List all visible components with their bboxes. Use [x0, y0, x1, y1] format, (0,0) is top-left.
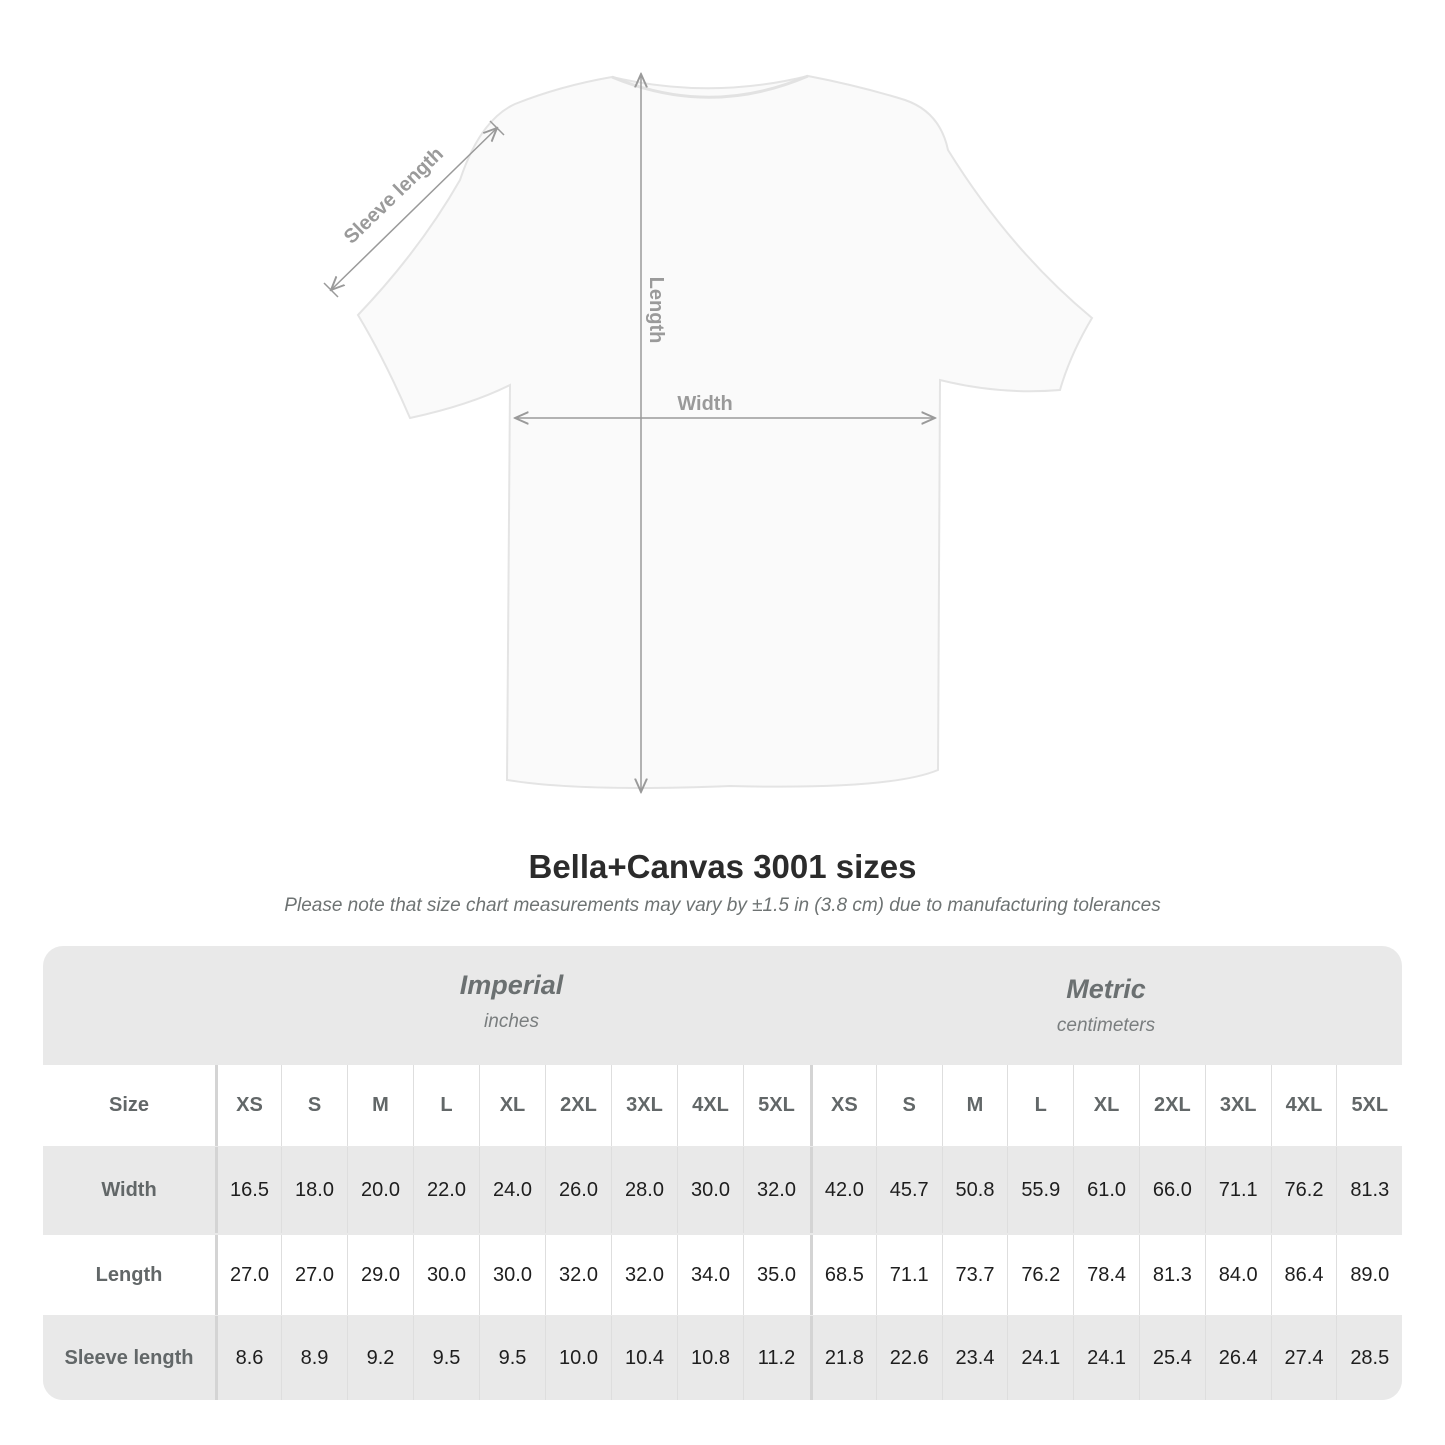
table-cell: 35.0: [743, 1235, 809, 1315]
size-header-imperial-4XL: 4XL: [677, 1065, 743, 1146]
table-cell: 30.0: [413, 1235, 479, 1315]
table-cell: 27.0: [281, 1235, 347, 1315]
table-cell: 76.2: [1270, 1147, 1337, 1233]
size-header-label: Size: [108, 1094, 150, 1116]
table-cell: 84.0: [1204, 1235, 1271, 1315]
sleeve-dimension-line: [331, 128, 497, 290]
size-header-metric-S: S: [875, 1065, 942, 1146]
table-cell: 10.8: [677, 1316, 743, 1400]
table-cell: 27.4: [1270, 1316, 1337, 1400]
table-cell: 61.0: [1073, 1147, 1139, 1233]
table-cell: 34.0: [677, 1235, 743, 1315]
table-cell: 28.5: [1336, 1316, 1402, 1400]
table-cell: 81.3: [1139, 1235, 1205, 1315]
table-cell: 32.0: [545, 1235, 611, 1315]
table-cell: 71.1: [1204, 1147, 1271, 1233]
table-cell: 18.0: [281, 1147, 347, 1233]
metric-group-header: Metric centimeters: [810, 974, 1402, 1091]
size-header-imperial-XL: XL: [479, 1065, 545, 1146]
size-header-imperial-2XL: 2XL: [545, 1065, 611, 1146]
chart-subtitle: Please note that size chart measurements…: [284, 895, 1161, 916]
row-label: Length: [95, 1263, 163, 1286]
table-cell: 30.0: [479, 1235, 545, 1315]
table-cell: 23.4: [941, 1316, 1008, 1400]
size-header-metric-5XL: 5XL: [1336, 1065, 1402, 1146]
table-cell: 25.4: [1139, 1316, 1205, 1400]
table-row: Width 16.5 18.0 20.0 22.0 24.0 26.0 28.0 30.0 32.…: [43, 1147, 1402, 1233]
table-cell: 89.0: [1336, 1235, 1402, 1315]
size-header-imperial-L: L: [413, 1065, 479, 1146]
table-cell: 24.1: [1007, 1316, 1073, 1400]
table-cell: 30.0: [677, 1147, 743, 1233]
table-cell: 81.3: [1336, 1147, 1402, 1233]
size-header-metric-L: L: [1007, 1065, 1073, 1146]
size-header-imperial-5XL: 5XL: [743, 1065, 809, 1146]
table-cell: 22.0: [413, 1147, 479, 1233]
size-header-metric-4XL: 4XL: [1270, 1065, 1337, 1146]
imperial-unit: inches: [484, 1011, 539, 1032]
table-cell: 45.7: [875, 1147, 942, 1233]
width-label: Width: [677, 393, 732, 415]
table-cell: 10.0: [545, 1316, 611, 1400]
table-cell: 8.9: [281, 1316, 347, 1400]
size-header-row: Size XS S M L XL 2XL 3XL 4XL 5XL XS S M L XL 2XL 3XL 4XL 5…: [43, 1065, 1402, 1146]
table-cell: 9.2: [347, 1316, 413, 1400]
table-cell: 68.5: [810, 1235, 876, 1315]
table-cell: 28.0: [611, 1147, 677, 1233]
table-cell: 10.4: [611, 1316, 677, 1400]
size-header-metric-XL: XL: [1073, 1065, 1139, 1146]
imperial-title: Imperial: [459, 970, 564, 1000]
size-header-imperial-3XL: 3XL: [611, 1065, 677, 1146]
table-cell: 71.1: [875, 1235, 942, 1315]
size-header-imperial-M: M: [347, 1065, 413, 1146]
table-cell: 73.7: [941, 1235, 1008, 1315]
table-cell: 50.8: [941, 1147, 1008, 1233]
length-label: Length: [645, 277, 667, 344]
row-label: Sleeve length: [64, 1346, 194, 1369]
table-cell: 78.4: [1073, 1235, 1139, 1315]
table-cell: 16.5: [215, 1147, 281, 1233]
table-cell: 11.2: [743, 1316, 809, 1400]
table-cell: 42.0: [810, 1147, 876, 1233]
table-cell: 32.0: [611, 1235, 677, 1315]
table-cell: 8.6: [215, 1316, 281, 1400]
table-row: Length 27.0 27.0 29.0 30.0 30.0 32.0 32.0 34.0 35…: [43, 1235, 1402, 1315]
table-cell: 22.6: [875, 1316, 942, 1400]
table-cell: 86.4: [1270, 1235, 1337, 1315]
metric-unit: centimeters: [1056, 1015, 1156, 1036]
table-cell: 26.0: [545, 1147, 611, 1233]
table-cell: 29.0: [347, 1235, 413, 1315]
metric-title: Metric: [1066, 974, 1146, 1004]
table-cell: 66.0: [1139, 1147, 1205, 1233]
table-cell: 26.4: [1204, 1316, 1271, 1400]
imperial-group-header: Imperial inches: [215, 970, 808, 1087]
tshirt-shape: [356, 74, 1094, 789]
table-cell: 9.5: [479, 1316, 545, 1400]
table-cell: 55.9: [1007, 1147, 1073, 1233]
size-header-metric-M: M: [941, 1065, 1008, 1146]
table-cell: 21.8: [810, 1316, 876, 1400]
row-label: Width: [101, 1178, 157, 1201]
table-row: Sleeve length 8.6 8.9 9.2 9.5 9.5 10.0 10.4 10.8…: [43, 1316, 1402, 1400]
table-cell: 32.0: [743, 1147, 809, 1233]
size-header-metric-2XL: 2XL: [1139, 1065, 1205, 1146]
table-cell: 24.1: [1073, 1316, 1139, 1400]
size-table: Imperial inches Metric centimeters Size X…: [43, 946, 1402, 1400]
size-header-imperial-XS: XS: [215, 1065, 281, 1146]
table-cell: 76.2: [1007, 1235, 1073, 1315]
table-cell: 27.0: [215, 1235, 281, 1315]
table-cell: 9.5: [413, 1316, 479, 1400]
size-header-metric-XS: XS: [810, 1065, 876, 1146]
chart-title: Bella+Canvas 3001 sizes: [528, 848, 917, 885]
size-header-imperial-S: S: [281, 1065, 347, 1146]
tshirt-diagram: Width Length Sleeve length: [323, 0, 1094, 820]
size-header-metric-3XL: 3XL: [1204, 1065, 1271, 1146]
table-cell: 24.0: [479, 1147, 545, 1233]
table-cell: 20.0: [347, 1147, 413, 1233]
